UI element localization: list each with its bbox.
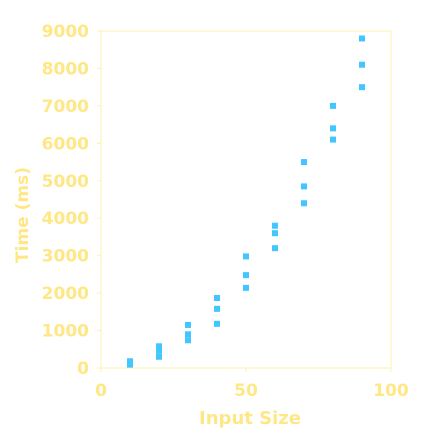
y-tick-label: 2000 xyxy=(42,284,89,304)
data-point xyxy=(156,354,162,360)
data-point xyxy=(359,84,365,90)
data-point xyxy=(301,200,307,206)
data-point xyxy=(330,125,336,131)
data-point xyxy=(359,62,365,68)
data-point xyxy=(185,322,191,328)
x-axis-label: Input Size xyxy=(199,408,301,429)
data-point xyxy=(330,137,336,143)
data-point xyxy=(214,321,220,327)
y-tick-label: 6000 xyxy=(42,134,89,154)
data-point xyxy=(272,245,278,251)
data-point xyxy=(185,331,191,337)
data-point xyxy=(214,295,220,301)
data-point xyxy=(243,285,249,291)
y-tick-label: 0 xyxy=(77,359,89,379)
y-tick-label: 5000 xyxy=(42,172,89,192)
data-point xyxy=(301,183,307,189)
y-tick-label: 8000 xyxy=(42,59,89,79)
data-point xyxy=(272,230,278,236)
data-point xyxy=(214,306,220,312)
axes: 0 1000 2000 3000 4000 5000 6000 7000 8000 9000 0 50… xyxy=(42,22,409,401)
data-points xyxy=(127,35,365,367)
y-tick-label: 9000 xyxy=(42,22,89,42)
y-tick-label: 4000 xyxy=(42,209,89,229)
x-tick-label: 50 xyxy=(234,381,258,401)
data-point xyxy=(185,337,191,343)
y-tick-label: 7000 xyxy=(42,97,89,117)
x-tick-label: 0 xyxy=(95,381,107,401)
data-point xyxy=(272,223,278,229)
data-point xyxy=(359,35,365,41)
data-point xyxy=(156,343,162,349)
x-tick-label: 100 xyxy=(373,381,409,401)
data-point xyxy=(301,159,307,165)
data-point xyxy=(243,253,249,259)
y-tick-label: 1000 xyxy=(42,322,89,342)
data-point xyxy=(243,272,249,278)
y-axis-label: Time (ms) xyxy=(13,167,33,263)
data-point xyxy=(127,358,133,364)
data-point xyxy=(330,103,336,109)
plot-frame xyxy=(101,31,391,368)
y-tick-label: 3000 xyxy=(42,247,89,267)
